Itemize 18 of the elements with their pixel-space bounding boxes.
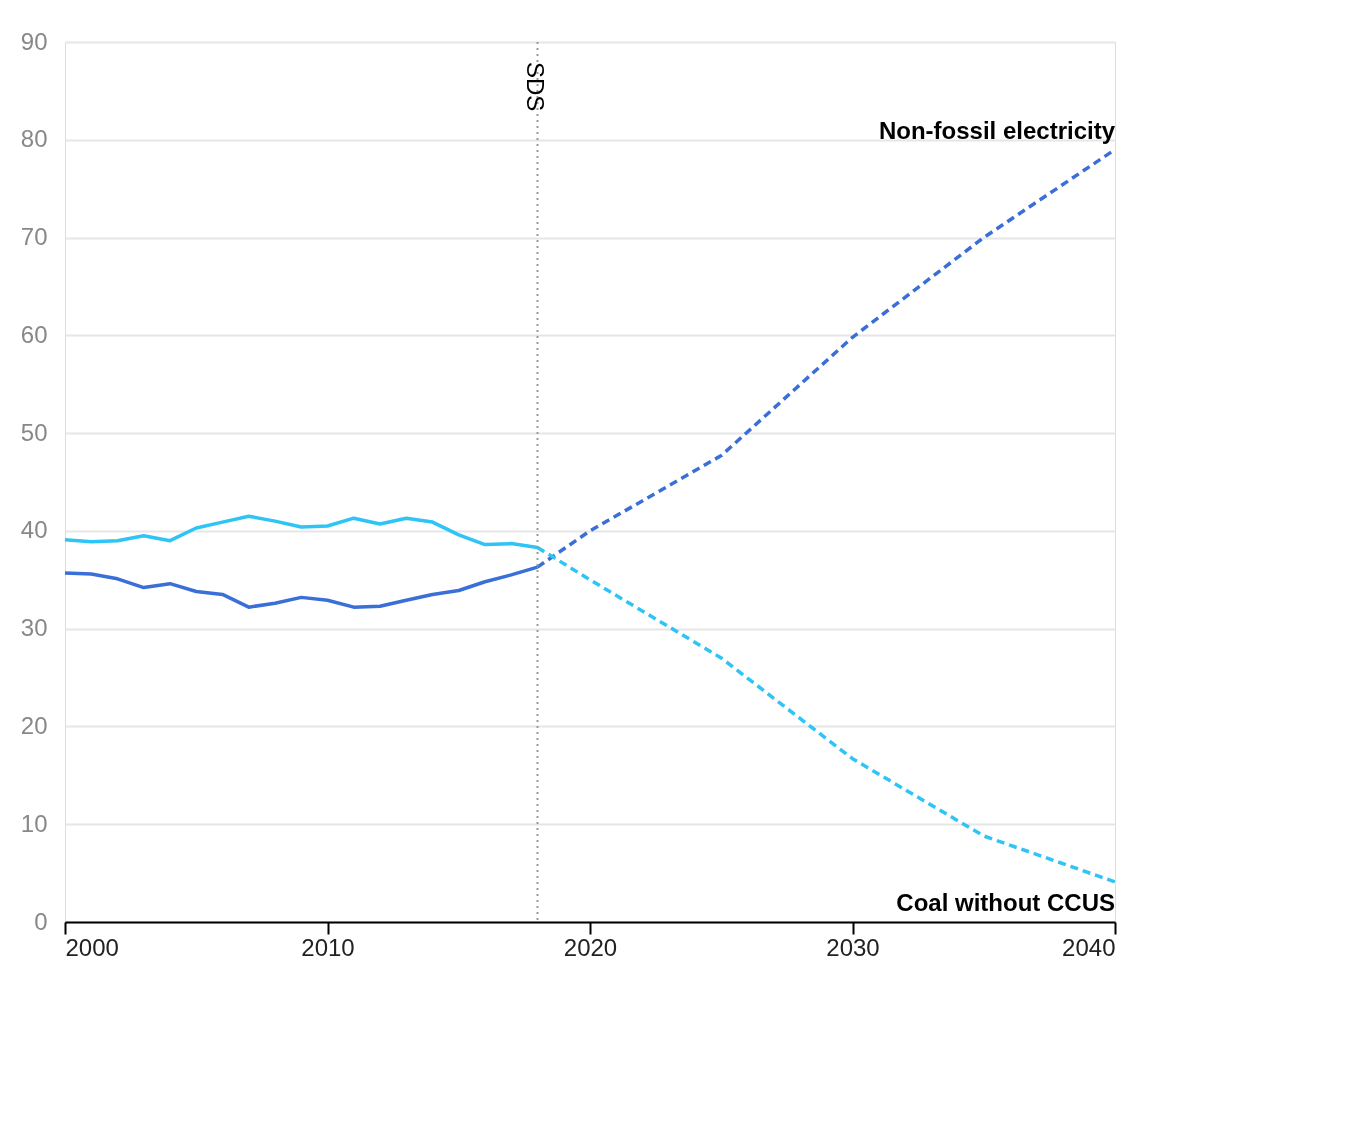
y-tick-label: 90 (20, 27, 48, 55)
y-tick-label: 10 (20, 809, 48, 837)
y-tick-label: 70 (20, 223, 48, 251)
x-tick-label: 2000 (65, 933, 119, 961)
y-tick-label: 60 (20, 320, 48, 348)
y-tick-label: 40 (20, 516, 48, 544)
x-tick-label: 2020 (563, 933, 618, 961)
x-tick-label: 2010 (301, 933, 355, 961)
y-tick-label: 80 (20, 125, 48, 153)
x-tick-label: 2030 (826, 933, 880, 961)
series-label: Non-fossil electricity (878, 116, 1116, 144)
ref-line-label: SDS (521, 62, 549, 112)
y-tick-label: 50 (20, 418, 48, 446)
y-tick-label: 0 (34, 907, 48, 935)
y-tick-label: 30 (20, 614, 48, 642)
series-label: Coal without CCUS (896, 888, 1115, 916)
y-tick-label: 20 (20, 711, 48, 739)
x-tick-label: 2040 (1062, 933, 1116, 961)
